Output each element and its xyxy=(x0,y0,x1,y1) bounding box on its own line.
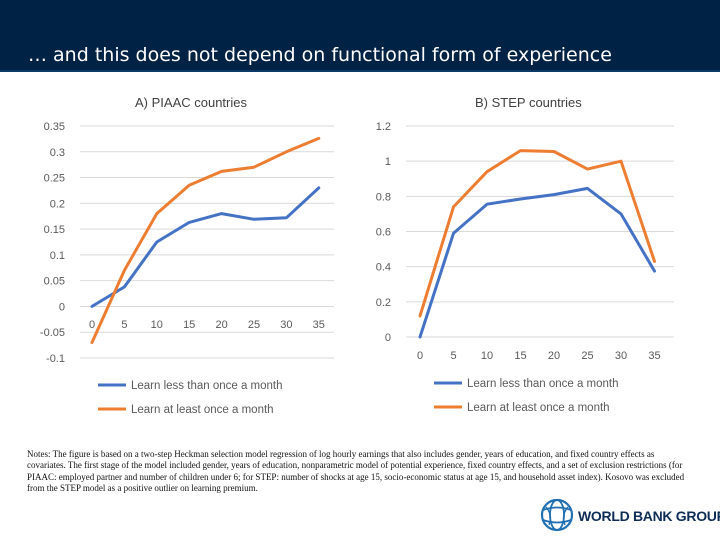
step-y-tick: 0.4 xyxy=(376,262,391,274)
step-x-tick: 5 xyxy=(450,350,456,362)
piaac-y-tick: 0 xyxy=(59,301,65,313)
step-x-tick: 20 xyxy=(548,350,560,362)
step-legend-label-2: Learn at least once a month xyxy=(467,402,610,414)
piaac-x-tick: 30 xyxy=(280,319,292,331)
step-x-tick: 15 xyxy=(514,350,526,362)
piaac-x-tick: 5 xyxy=(121,319,127,331)
step-y-tick: 0.8 xyxy=(376,191,391,203)
piaac-y-tick: 0.35 xyxy=(44,121,65,133)
piaac-y-tick: 0.3 xyxy=(50,147,65,159)
piaac-series-line-1 xyxy=(90,186,321,308)
step-y-tick: 0.6 xyxy=(376,227,391,239)
step-x-tick: 10 xyxy=(481,350,493,362)
piaac-y-tick: 0.2 xyxy=(50,198,65,210)
piaac-series-line-2 xyxy=(90,136,321,344)
piaac-title: A) PIAAC countries xyxy=(135,95,247,110)
step-y-tick: 1.2 xyxy=(376,121,391,133)
step-x-tick: 35 xyxy=(648,350,660,362)
globe-icon xyxy=(540,498,574,532)
piaac-x-tick: 25 xyxy=(248,319,260,331)
piaac-x-tick: 15 xyxy=(183,319,195,331)
piaac-x-tick: 35 xyxy=(313,319,325,331)
slide-title: … and this does not depend on functional… xyxy=(28,44,612,66)
step-y-tick: 1 xyxy=(385,156,391,168)
piaac-x-tick: 20 xyxy=(215,319,227,331)
piaac-legend-label-1: Learn less than once a month xyxy=(131,380,283,392)
piaac-y-tick: 0.1 xyxy=(50,250,65,262)
logo-text: WORLD BANK GROUP xyxy=(578,508,720,524)
piaac-legend-label-2: Learn at least once a month xyxy=(131,404,274,416)
step-series-line-1 xyxy=(418,186,656,339)
step-x-tick: 25 xyxy=(581,350,593,362)
piaac-y-tick: 0.05 xyxy=(44,276,65,288)
chart-step: B) STEP countries 1.2 1 0.8 0.6 0.4 0.2 0 0 5 10 15… xyxy=(376,95,674,414)
step-x-tick: 0 xyxy=(417,350,423,362)
step-series-line-2 xyxy=(418,149,656,318)
piaac-x-tick: 0 xyxy=(89,319,95,331)
world-bank-logo: WORLD BANK GROUP xyxy=(540,498,720,534)
step-title: B) STEP countries xyxy=(475,95,582,110)
piaac-y-tick: 0.15 xyxy=(44,224,65,236)
chart-piaac: A) PIAAC countries 0.35 0.3 0.25 0.2 0.15 0.1 0… xyxy=(40,95,334,416)
piaac-x-tick: 10 xyxy=(151,319,163,331)
step-x-tick: 30 xyxy=(615,350,627,362)
figure-notes: Notes: The figure is based on a two-step… xyxy=(27,449,685,493)
piaac-y-tick: -0.05 xyxy=(40,327,65,339)
title-bar-rule xyxy=(0,70,720,72)
title-bar xyxy=(0,0,720,70)
piaac-y-tick: -0.1 xyxy=(46,353,65,365)
step-y-tick: 0.2 xyxy=(376,297,391,309)
step-legend-label-1: Learn less than once a month xyxy=(467,378,619,390)
piaac-y-tick: 0.25 xyxy=(44,173,65,185)
step-y-tick: 0 xyxy=(385,332,391,344)
